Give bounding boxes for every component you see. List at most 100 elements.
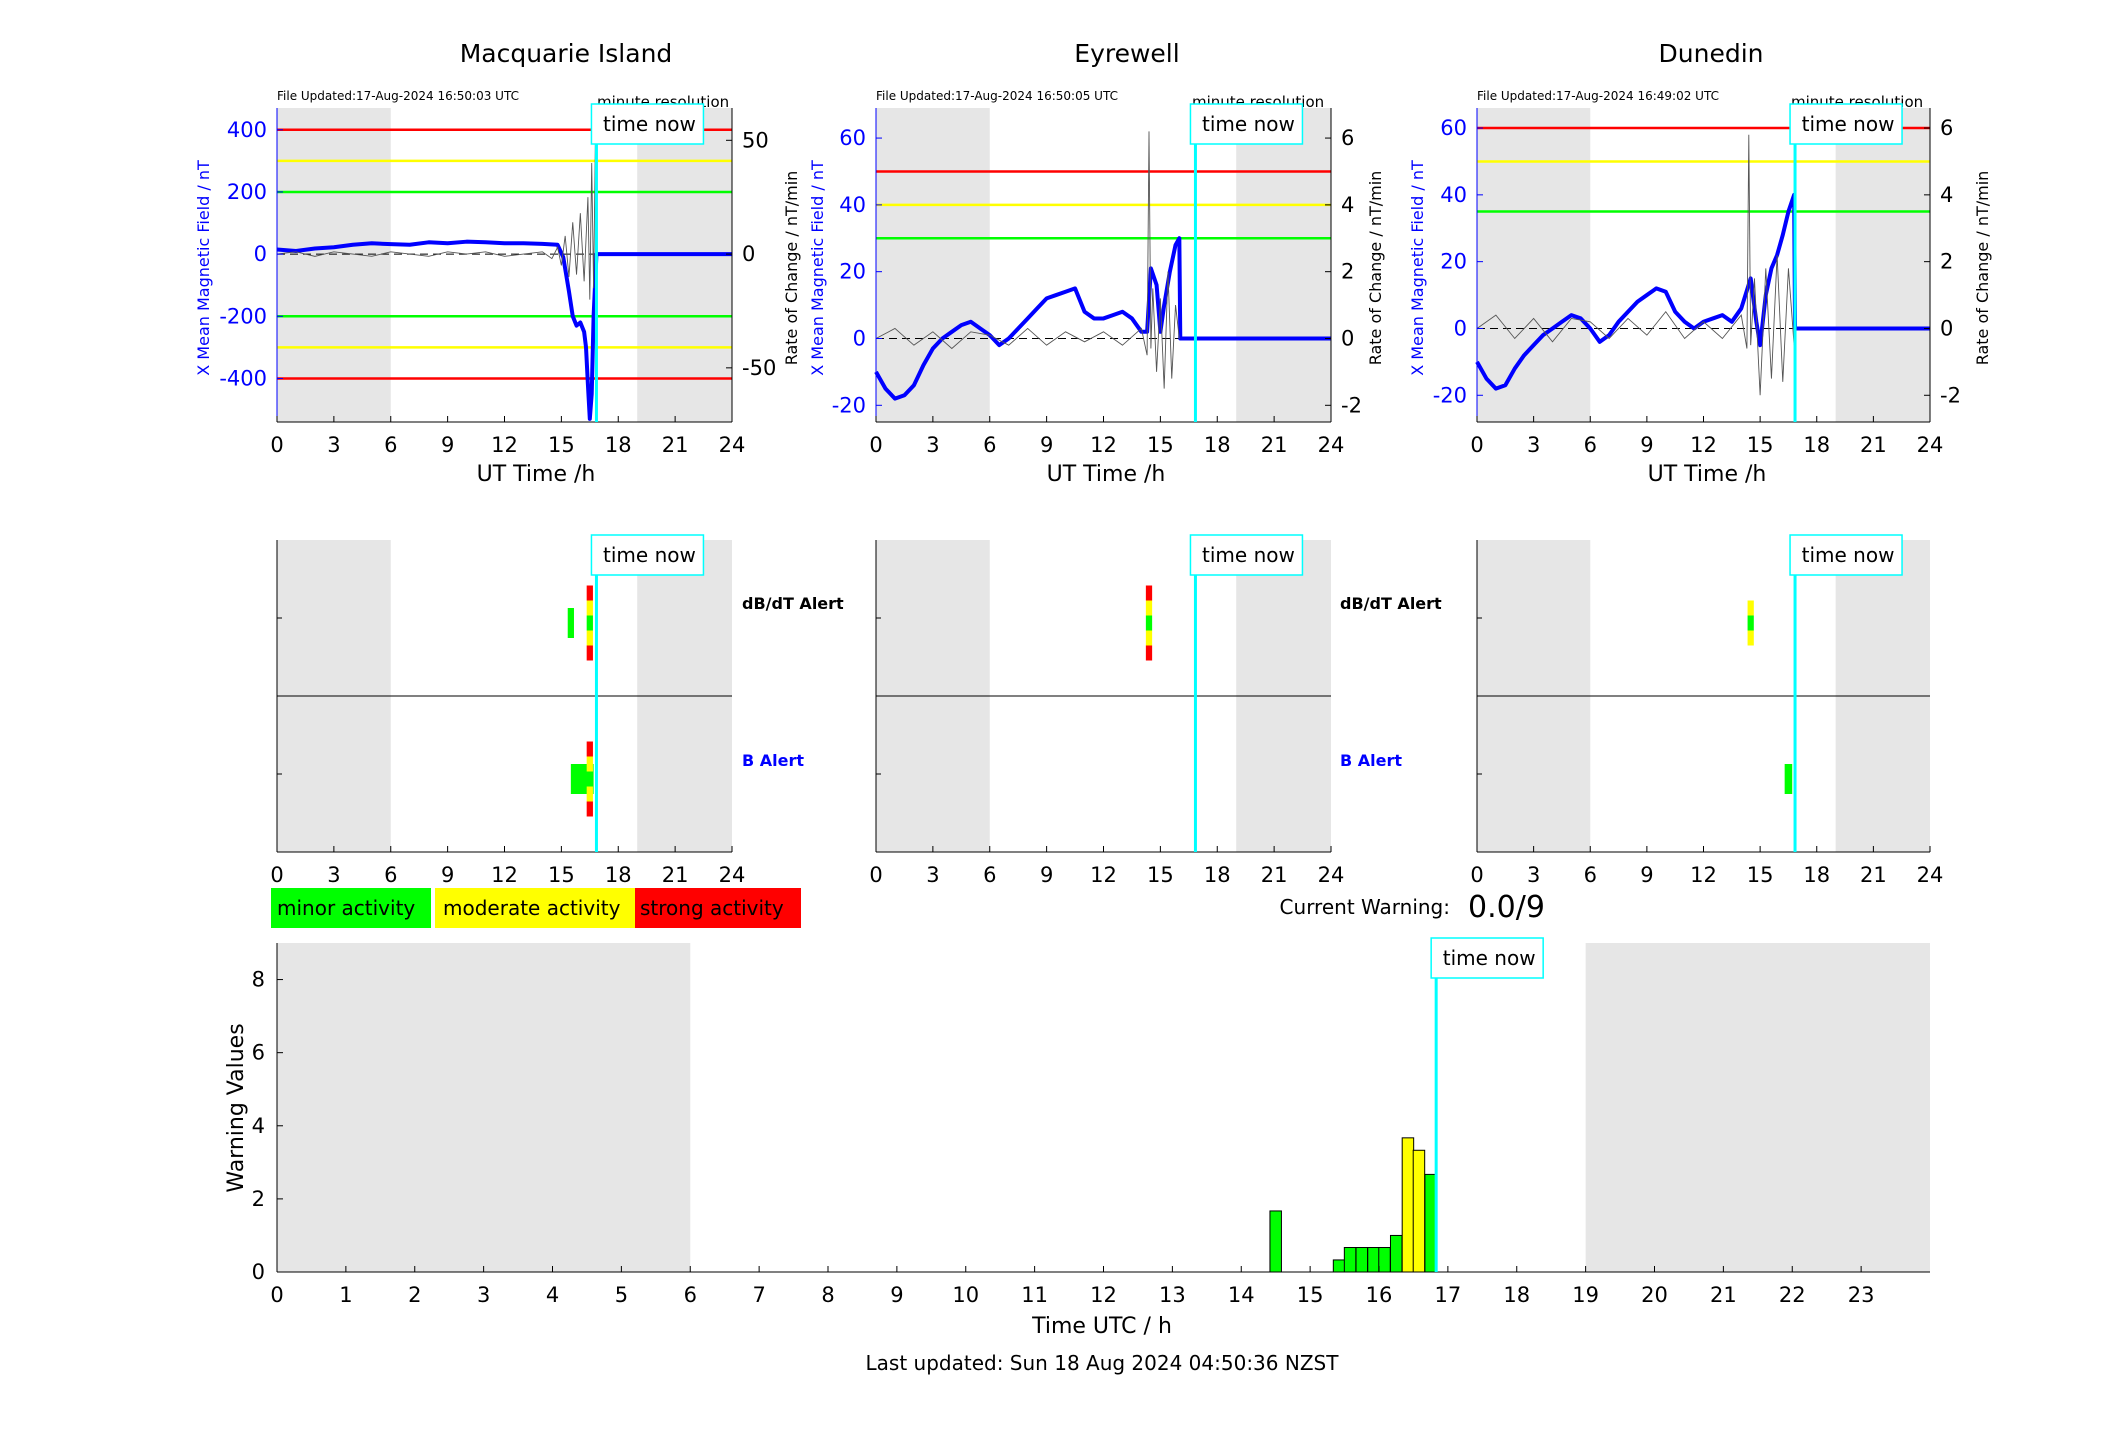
x-axis-eyrewell-tick-label: 9 xyxy=(1040,433,1053,457)
warning-x-tick-label: 19 xyxy=(1572,1283,1599,1307)
warning-y-tick-label: 8 xyxy=(252,968,265,992)
y-tick-right-label-dunedin: 4 xyxy=(1940,183,1953,207)
b-alert-bar-macquarie xyxy=(586,741,593,757)
b-alert-bar-macquarie xyxy=(586,786,593,802)
warning-x-tick-label: 11 xyxy=(1021,1283,1048,1307)
time-now-macquarie-box xyxy=(590,103,705,145)
dbdt-alert-bar-macquarie xyxy=(586,600,593,616)
alert-x-axis-eyrewell-tick-label: 21 xyxy=(1261,863,1288,887)
y-tick-right-label-eyrewell: 2 xyxy=(1341,260,1354,284)
time-now-dunedin-label: time now xyxy=(1802,112,1895,136)
warning-x-tick-label: 16 xyxy=(1366,1283,1393,1307)
alert-x-axis-macquarie-tick-label: 21 xyxy=(662,863,689,887)
panel-title-eyrewell: Eyrewell xyxy=(1074,39,1179,68)
warning-time-now-box xyxy=(1430,937,1544,979)
field-series-macquarie xyxy=(276,239,732,421)
warning-x-tick-label: 13 xyxy=(1159,1283,1186,1307)
y-tick-right-label-dunedin: -2 xyxy=(1940,383,1961,407)
dbdt-alert-bar-macquarie xyxy=(586,645,593,661)
warning-y-tick-label: 6 xyxy=(252,1041,265,1065)
x-axis-macquarie-tick-label: 9 xyxy=(441,433,454,457)
y-tick-left-label-eyrewell: 60 xyxy=(839,126,866,150)
dbdt-alert-bar-eyrewell xyxy=(1145,585,1153,601)
warning-x-tick-label: 20 xyxy=(1641,1283,1668,1307)
warning-bar xyxy=(1367,1247,1380,1273)
warning-bar xyxy=(1378,1247,1391,1273)
b-alert-bar-macquarie xyxy=(586,801,593,817)
x-axis-eyrewell-tick-label: 0 xyxy=(869,433,882,457)
time-now-eyrewell-box xyxy=(1189,103,1304,145)
warning-y-tick-label: 4 xyxy=(252,1114,265,1138)
dbdt-alert-bar-macquarie xyxy=(586,630,593,646)
xlabel-eyrewell: UT Time /h xyxy=(1047,462,1166,487)
b-alert-bar-dunedin xyxy=(1784,764,1793,794)
y-tick-right-label-macquarie: 50 xyxy=(742,128,769,152)
x-axis-eyrewell-tick-label: 6 xyxy=(983,433,996,457)
alert-x-axis-macquarie-tick-label: 24 xyxy=(719,863,746,887)
night-shade-eyrewell xyxy=(1236,108,1331,422)
alert-x-axis-eyrewell-tick-label: 18 xyxy=(1204,863,1231,887)
ylabel-left-dunedin: X Mean Magnetic Field / nT xyxy=(1408,160,1427,376)
alert-x-axis-dunedin-tick-label: 6 xyxy=(1584,863,1597,887)
y-tick-right-label-dunedin: 6 xyxy=(1940,116,1953,140)
x-axis-dunedin-tick-label: 9 xyxy=(1640,433,1653,457)
dbdt-alert-bar-eyrewell xyxy=(1145,600,1153,616)
panel-title-macquarie: Macquarie Island xyxy=(460,39,673,68)
warning-xlabel: Time UTC / h xyxy=(1031,1314,1172,1339)
b-alert-bar-macquarie xyxy=(586,756,593,772)
night-shade-dunedin xyxy=(1477,108,1591,422)
warning-x-tick-label: 1 xyxy=(339,1283,352,1307)
alert-x-axis-macquarie-tick-label: 15 xyxy=(548,863,575,887)
y-tick-left-label-dunedin: 40 xyxy=(1440,183,1467,207)
warning-x-tick-label: 4 xyxy=(546,1283,559,1307)
alert-x-axis-dunedin-tick-label: 15 xyxy=(1747,863,1774,887)
legend-moderate-swatch xyxy=(435,888,635,928)
file-updated-macquarie: File Updated:17-Aug-2024 16:50:03 UTC xyxy=(277,89,519,103)
x-axis-macquarie-tick-label: 0 xyxy=(270,433,283,457)
alert-x-axis-eyrewell-tick-label: 24 xyxy=(1318,863,1345,887)
alert-x-axis-dunedin-tick-label: 12 xyxy=(1690,863,1717,887)
time-now-eyrewell-label: time now xyxy=(1202,112,1295,136)
alert-time-now-macquarie-label: time now xyxy=(603,543,696,567)
warning-x-tick-label: 10 xyxy=(952,1283,979,1307)
warning-bar xyxy=(1332,1259,1346,1273)
warning-x-tick-label: 23 xyxy=(1848,1283,1875,1307)
warning-y-tick-label: 2 xyxy=(252,1187,265,1211)
x-axis-macquarie-tick-label: 18 xyxy=(605,433,632,457)
time-now-dunedin-box xyxy=(1789,103,1903,145)
panel-title-dunedin: Dunedin xyxy=(1659,39,1764,68)
y-tick-left-label-macquarie: 400 xyxy=(227,118,267,142)
x-axis-macquarie-tick-label: 6 xyxy=(384,433,397,457)
x-axis-dunedin-tick-label: 24 xyxy=(1917,433,1944,457)
dbdt-alert-bar-eyrewell xyxy=(1145,615,1153,631)
alert-x-axis-eyrewell-tick-label: 15 xyxy=(1147,863,1174,887)
alert-x-axis-eyrewell-tick-label: 3 xyxy=(926,863,939,887)
x-axis-macquarie-tick-label: 12 xyxy=(491,433,518,457)
y-tick-left-label-dunedin: 20 xyxy=(1440,250,1467,274)
y-tick-right-label-macquarie: -50 xyxy=(742,356,776,380)
alert-x-axis-macquarie-tick-label: 6 xyxy=(384,863,397,887)
night-shade-macquarie xyxy=(637,108,732,422)
warning-y-tick-label: 0 xyxy=(252,1260,265,1284)
warning-x-tick-label: 9 xyxy=(890,1283,903,1307)
alert-x-axis-dunedin-tick-label: 3 xyxy=(1527,863,1540,887)
warning-x-tick-label: 21 xyxy=(1710,1283,1737,1307)
alert-x-axis-dunedin-tick-label: 24 xyxy=(1917,863,1944,887)
warning-x-tick-label: 7 xyxy=(752,1283,765,1307)
alert-time-now-dunedin-label: time now xyxy=(1802,543,1895,567)
alert-x-axis-macquarie-tick-label: 18 xyxy=(605,863,632,887)
y-tick-right-label-dunedin: 0 xyxy=(1940,316,1953,340)
warning-x-tick-label: 17 xyxy=(1435,1283,1462,1307)
legend-strong-label: strong activity xyxy=(640,896,784,920)
night-shade-eyrewell xyxy=(876,108,990,422)
alert-x-axis-eyrewell-tick-label: 12 xyxy=(1090,863,1117,887)
x-axis-dunedin-tick-label: 15 xyxy=(1747,433,1774,457)
y-tick-right-label-eyrewell: 4 xyxy=(1341,193,1354,217)
rate-series-macquarie xyxy=(276,128,597,300)
alert-time-now-eyrewell-box xyxy=(1189,534,1304,576)
current-warning-label: Current Warning: xyxy=(1280,895,1450,919)
b-alert-label-macquarie: B Alert xyxy=(742,751,804,770)
y-tick-left-label-macquarie: -200 xyxy=(219,304,267,328)
y-tick-right-label-eyrewell: 6 xyxy=(1341,126,1354,150)
y-tick-left-label-dunedin: 60 xyxy=(1440,116,1467,140)
